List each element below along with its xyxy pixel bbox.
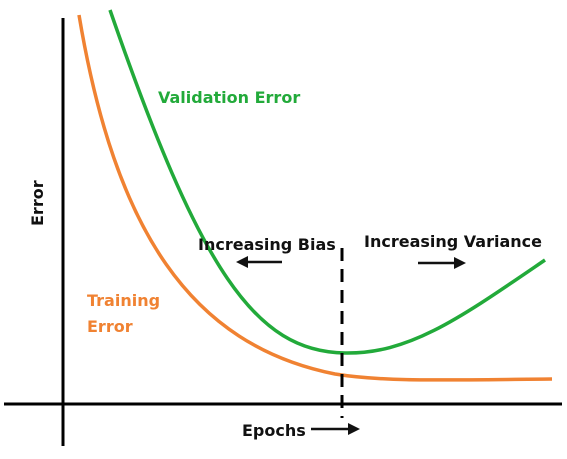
validation-error-label: Validation Error bbox=[158, 88, 300, 107]
bias-arrow bbox=[236, 256, 282, 268]
validation-error-curve bbox=[108, 9, 546, 355]
training-error-label-line1: Training bbox=[87, 291, 160, 310]
increasing-bias-label: Increasing Bias bbox=[198, 235, 336, 254]
training-error-curve bbox=[77, 14, 553, 382]
increasing-variance-label: Increasing Variance bbox=[364, 232, 542, 251]
variance-arrow bbox=[418, 257, 466, 269]
training-error-label-line2: Error bbox=[87, 317, 133, 336]
epochs-arrow bbox=[311, 423, 360, 435]
x-axis-label: Epochs bbox=[242, 421, 306, 440]
y-axis-label: Error bbox=[28, 180, 47, 226]
